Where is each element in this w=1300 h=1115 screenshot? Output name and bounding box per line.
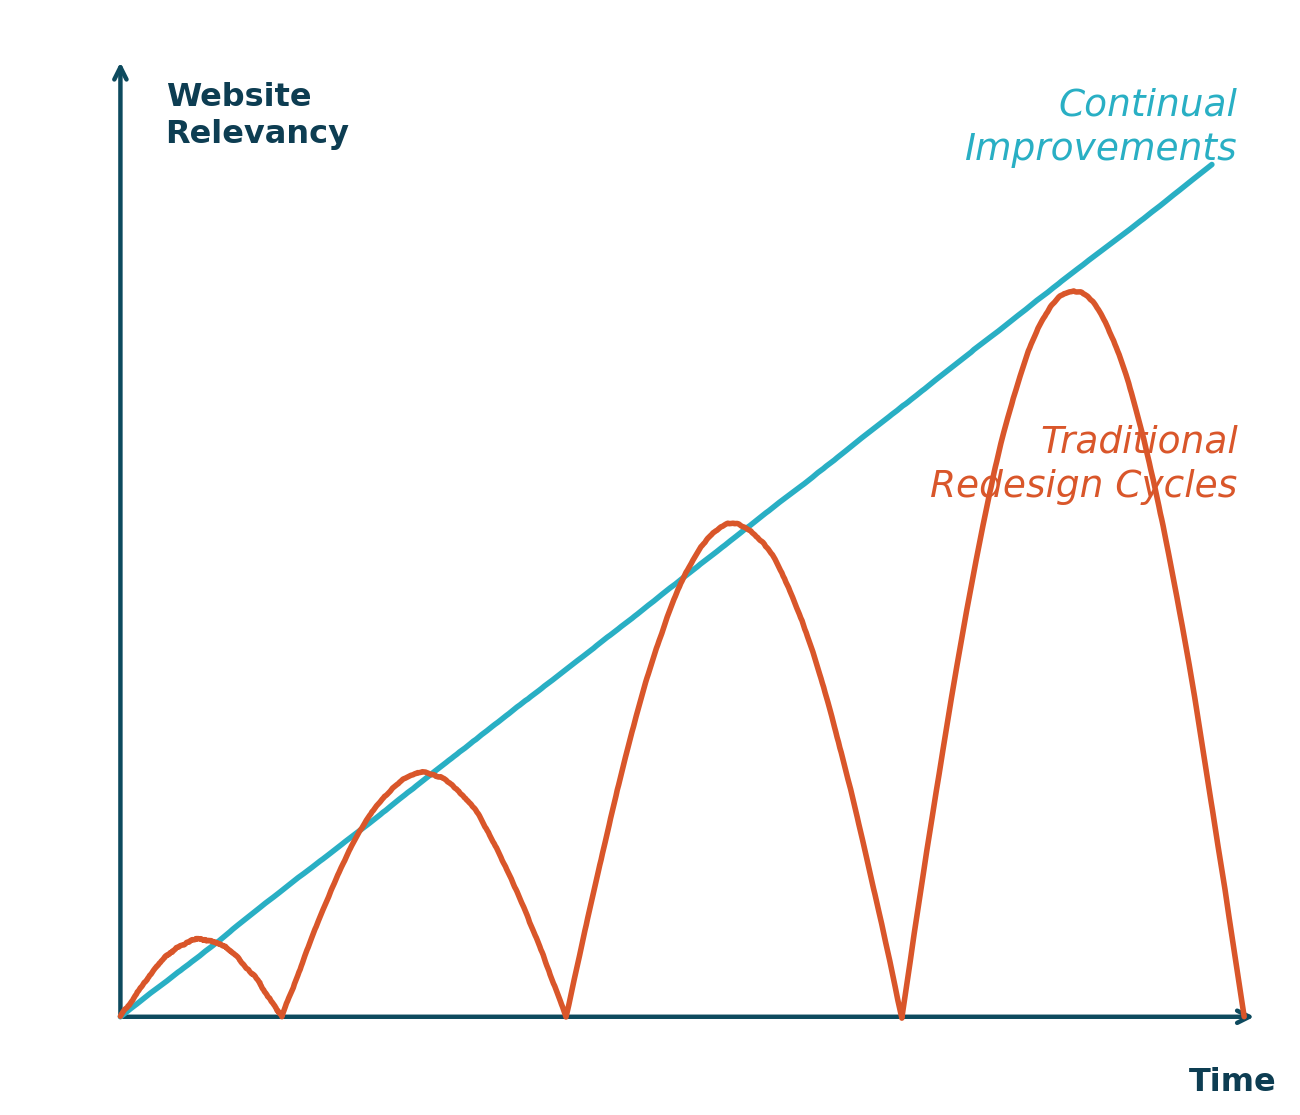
Text: Traditional
Redesign Cycles: Traditional Redesign Cycles — [931, 425, 1238, 505]
Text: Website
Relevancy: Website Relevancy — [165, 81, 350, 149]
Text: Time: Time — [1188, 1067, 1277, 1097]
Text: Continual
Improvements: Continual Improvements — [965, 87, 1238, 167]
